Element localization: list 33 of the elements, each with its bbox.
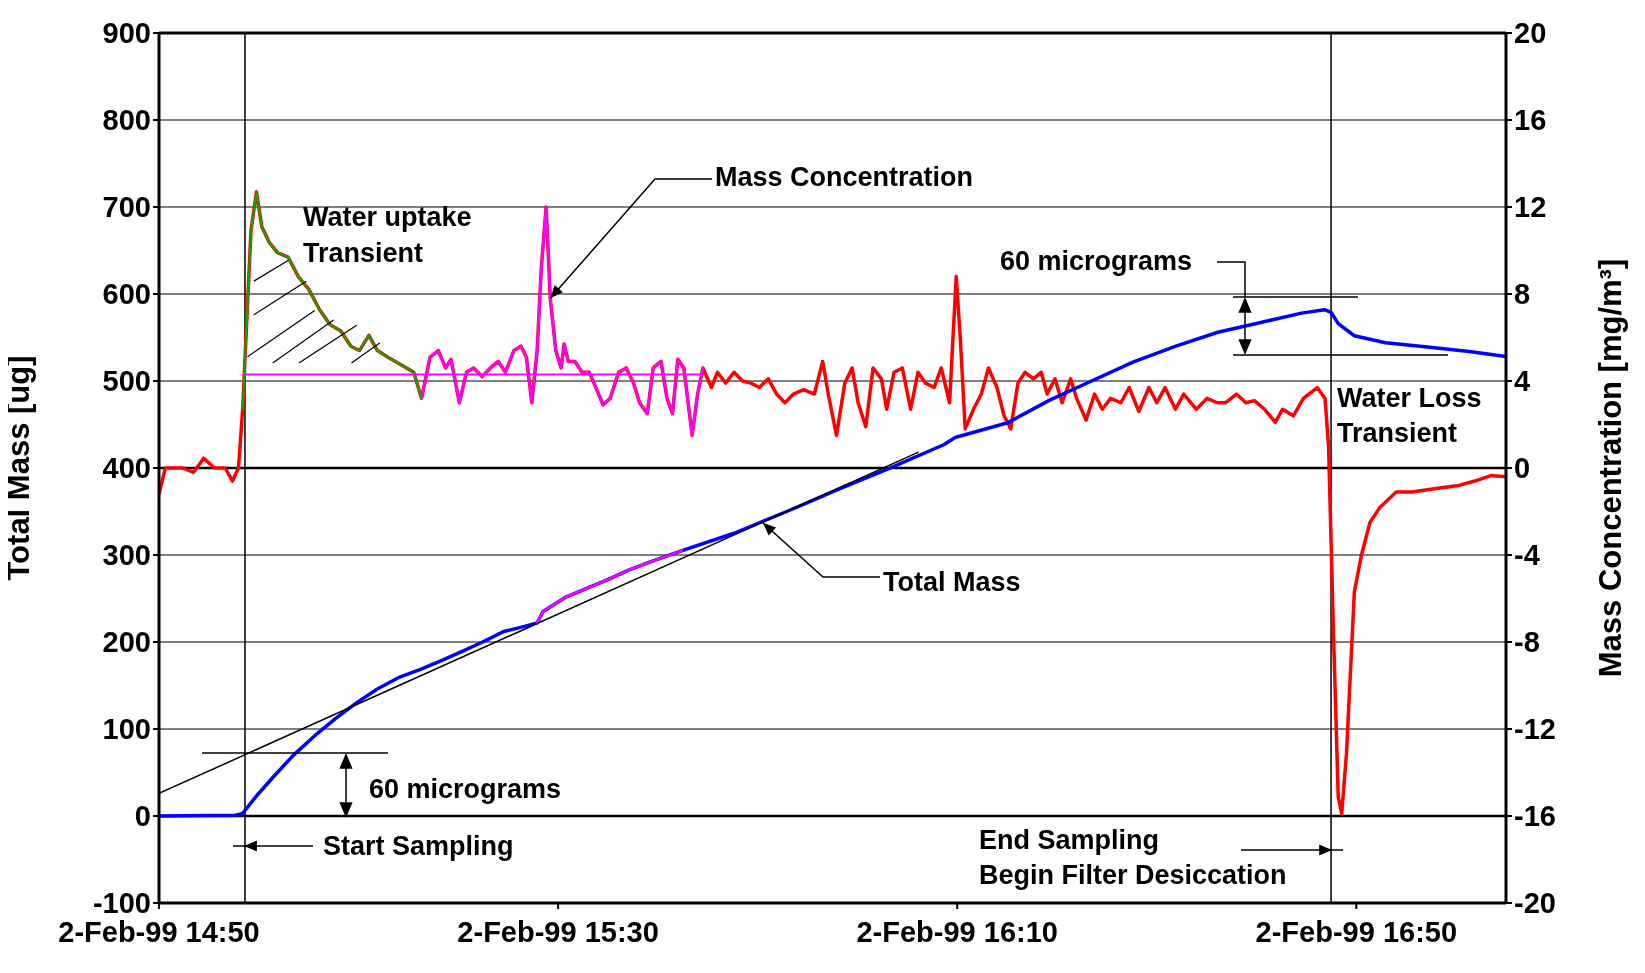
x-tick-label: 2-Feb-99 16:50 [1255,915,1458,948]
y2-tick-label: -16 [1514,800,1556,833]
annotation: Total Mass [883,567,1021,598]
y-tick-label: 500 [102,365,151,398]
annotation: Water uptake Transient [303,202,472,268]
y-tick-label: 600 [102,278,151,311]
x-tick-label: 2-Feb-99 15:30 [457,915,659,948]
y-tick-label: 800 [102,104,151,137]
y-tick-label: 700 [102,191,151,224]
y2-tick-label: 0 [1514,452,1531,485]
annotation: 60 micrograms [369,774,562,805]
y-tick-label: 900 [102,17,151,50]
ref-line-label: End Sampling Begin Filter Desiccation [979,825,1287,891]
y-tick-label: 300 [102,539,151,572]
annotation: Mass Concentration [715,162,974,193]
y2-tick-label: 12 [1514,191,1547,224]
y2-tick-label: -4 [1514,539,1540,572]
y-tick-label: 100 [102,713,151,746]
y2-tick-label: 20 [1514,17,1547,50]
y2-tick-label: 16 [1514,104,1547,137]
x-tick-label: 2-Feb-99 16:10 [856,915,1058,948]
y-tick-label: 200 [102,626,151,659]
ref-line-label: Start Sampling [323,831,514,862]
y2-tick-label: -20 [1514,887,1556,920]
y2-tick-label: 4 [1514,365,1531,398]
y2-tick-label: -12 [1514,713,1556,746]
y-tick-label: 400 [102,452,151,485]
y2-tick-label: -8 [1514,626,1540,659]
y-tick-label: 0 [134,800,151,833]
annotation: Water Loss Transient [1337,383,1482,449]
y2-tick-label: 8 [1514,278,1531,311]
annotation: 60 micrograms [1000,246,1193,277]
y2-axis-title: Mass Concentration [mg/m³] [1592,258,1628,678]
